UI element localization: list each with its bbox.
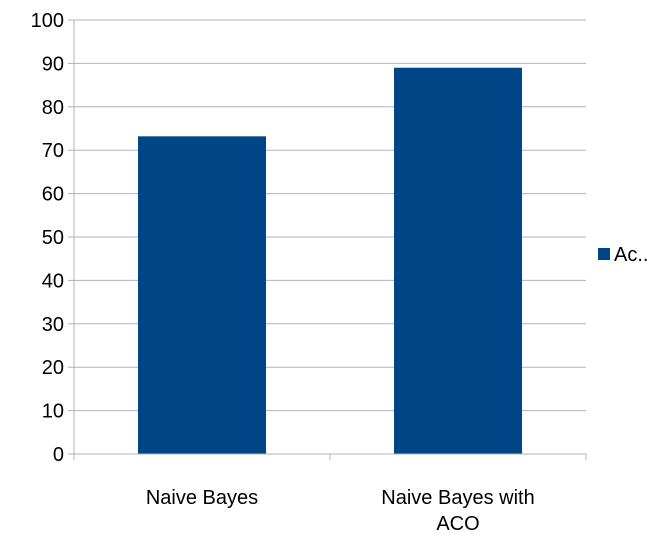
bar bbox=[394, 67, 522, 455]
legend: Ac.. bbox=[598, 244, 648, 266]
y-tick-label: 80 bbox=[42, 97, 64, 119]
bars bbox=[138, 67, 522, 455]
x-axis-category-labels: Naive Bayes Naive Bayes with ACO bbox=[146, 487, 535, 534]
y-tick-label: 40 bbox=[42, 270, 64, 292]
y-tick-label: 70 bbox=[42, 140, 64, 162]
y-tick-label: 30 bbox=[42, 314, 64, 336]
axes bbox=[68, 20, 587, 460]
y-tick-label: 100 bbox=[31, 10, 64, 32]
y-tick-label: 90 bbox=[42, 53, 64, 75]
y-tick-label: 50 bbox=[42, 227, 64, 249]
x-category-label: Naive Bayes bbox=[146, 487, 258, 509]
y-tick-label: 10 bbox=[42, 401, 64, 423]
legend-swatch bbox=[598, 248, 610, 260]
y-tick-label: 20 bbox=[42, 357, 64, 379]
bar bbox=[138, 136, 266, 454]
legend-label: Ac.. bbox=[614, 244, 648, 266]
x-category-label: Naive Bayes with ACO bbox=[381, 487, 534, 534]
y-tick-label: 60 bbox=[42, 184, 64, 206]
y-tick-label: 0 bbox=[53, 444, 64, 466]
y-axis-tick-labels: 0 10 20 30 40 50 60 70 80 90 100 bbox=[31, 10, 64, 466]
